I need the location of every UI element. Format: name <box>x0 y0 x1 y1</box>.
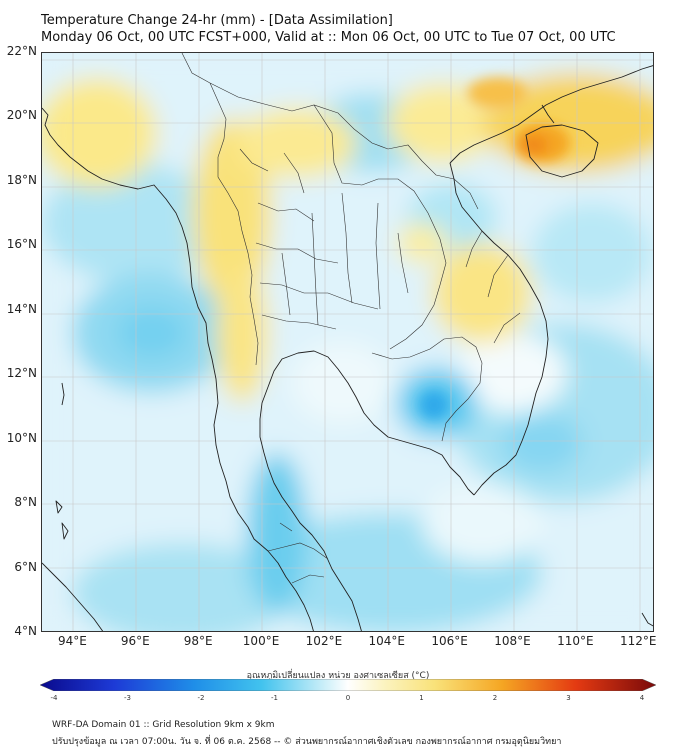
lat-tick-label: 16°N <box>6 237 37 252</box>
map-title: Temperature Change 24-hr (mm) - [Data As… <box>41 12 616 46</box>
lon-tick-label: 102°E <box>305 634 343 648</box>
colorbar-title: อุณหภูมิเปลี่ยนแปลง หน่วย องศาเซลเซียส (… <box>246 671 430 681</box>
lat-tick-label: 20°N <box>6 108 37 123</box>
temperature-field-cores <box>420 77 570 419</box>
title-line-2: Monday 06 Oct, 00 UTC FCST+000, Valid at… <box>41 30 616 45</box>
colorbar-tick-label: 1 <box>419 694 424 702</box>
colorbar-tick-label: -1 <box>271 694 278 702</box>
map-panel <box>41 52 654 632</box>
footer-line-1: WRF-DA Domain 01 :: Grid Resolution 9km … <box>52 720 275 730</box>
lon-tick-label: 96°E <box>120 634 150 648</box>
lon-tick-label: 100°E <box>242 634 280 648</box>
title-line-1: Temperature Change 24-hr (mm) - [Data As… <box>41 13 393 28</box>
colorbar-tick-label: -4 <box>50 694 58 702</box>
lon-tick-label: 108°E <box>494 634 531 648</box>
lat-tick-label: 6°N <box>14 559 37 574</box>
colorbar-tick-label: -3 <box>124 694 131 702</box>
coastlines <box>42 65 653 631</box>
lon-tick-label: 110°E <box>557 634 594 648</box>
lat-tick-label: 8°N <box>14 495 37 510</box>
colorbar-tick-label: 2 <box>492 694 498 702</box>
lon-tick-label: 106°E <box>431 634 468 648</box>
colorbar-tick-label: 0 <box>345 694 351 702</box>
colorbar <box>40 679 656 691</box>
lon-tick-label: 104°E <box>368 634 406 648</box>
lon-tick-label: 98°E <box>183 634 213 648</box>
lat-tick-label: 14°N <box>6 301 37 316</box>
lat-tick-label: 4°N <box>14 624 37 638</box>
lat-tick-label: 12°N <box>6 366 37 381</box>
colorbar-tick-label: 3 <box>566 694 571 702</box>
colorbar-tick-label: 4 <box>639 694 645 702</box>
lat-tick-label: 18°N <box>6 172 37 187</box>
footer-line-2: ปรับปรุงข้อมูล ณ เวลา 07:00น. วัน จ. ที่… <box>52 737 562 747</box>
lat-tick-label: 22°N <box>6 44 37 58</box>
lon-tick-label: 94°E <box>57 634 87 648</box>
lon-tick-label: 112°E <box>620 634 657 648</box>
admin-borders <box>181 53 521 584</box>
lat-tick-label: 10°N <box>6 430 37 445</box>
map-canvas <box>42 53 653 631</box>
colorbar-tick-label: -2 <box>197 694 205 702</box>
